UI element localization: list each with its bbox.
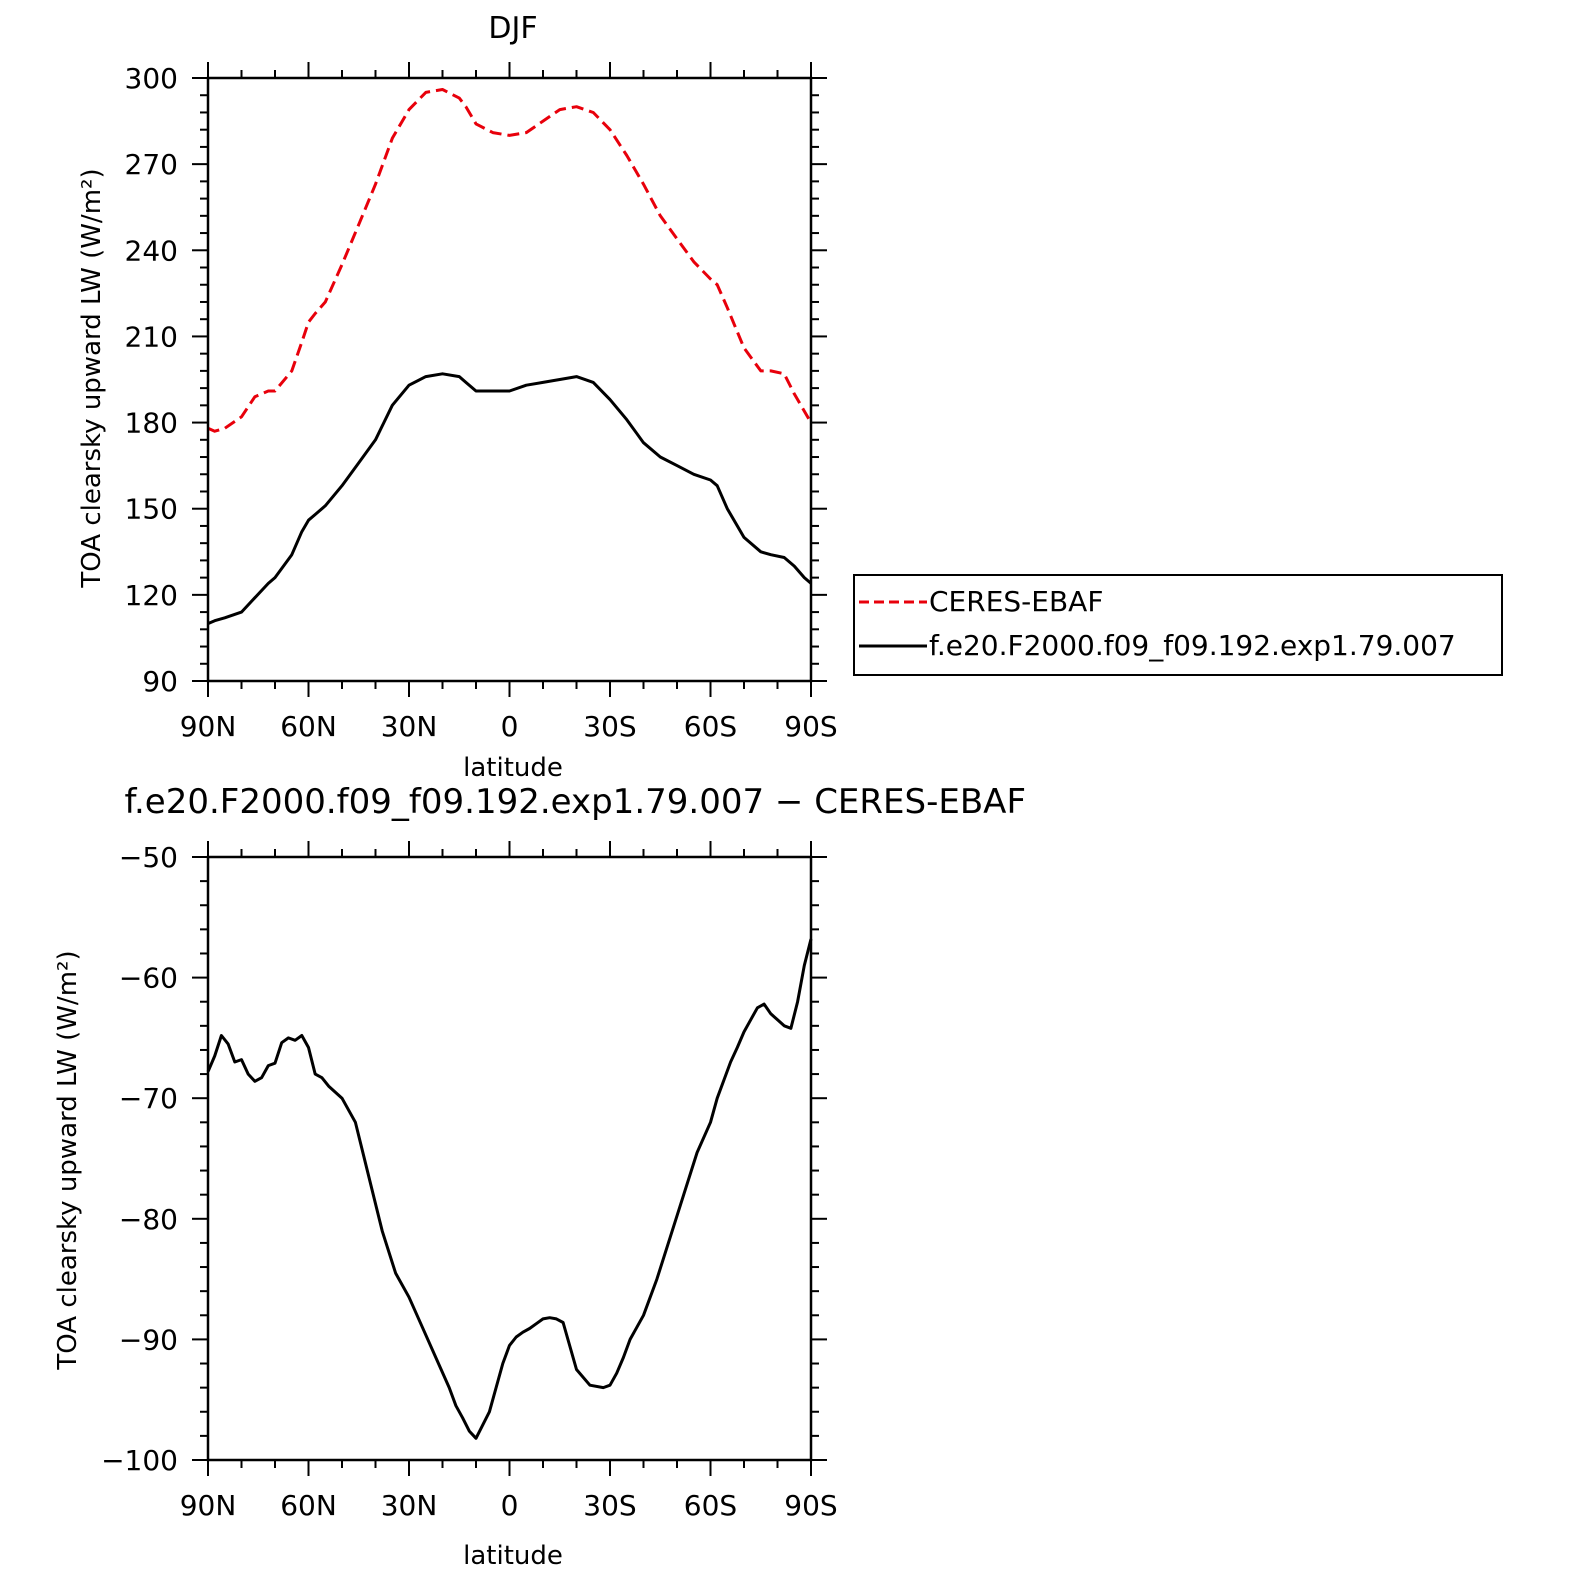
top-y-tick-label: 150 <box>125 493 178 526</box>
bottom-x-tick-label: 0 <box>501 1489 519 1522</box>
bottom-x-tick-label: 30N <box>381 1489 438 1522</box>
bottom-y-tick-label: −50 <box>119 841 178 874</box>
top-series-line-1 <box>207 372 812 625</box>
bottom-x-tick-label: 60S <box>684 1489 737 1522</box>
bottom-y-tick-label: −70 <box>119 1082 178 1115</box>
bottom-series-line-0 <box>206 938 813 1440</box>
bottom-plot-frame <box>206 855 813 1462</box>
top-x-tick-label: 30S <box>583 710 636 743</box>
bottom-x-tick-label: 60N <box>280 1489 337 1522</box>
top-y-tick-label: 270 <box>125 148 178 181</box>
top-y-tick-label: 90 <box>142 665 178 698</box>
top-x-tick-label: 60S <box>684 710 737 743</box>
legend-swatch-solid-black <box>859 644 927 648</box>
top-plot-frame <box>206 76 813 683</box>
bottom-y-tick-label: −80 <box>119 1203 178 1236</box>
top-x-tick-label: 30N <box>381 710 438 743</box>
top-y-tick-label: 210 <box>125 320 178 353</box>
legend-label-model: f.e20.F2000.f09_f09.192.exp1.79.007 <box>929 629 1456 662</box>
bottom-x-tick-label: 90N <box>180 1489 237 1522</box>
legend-item-ceres: CERES-EBAF <box>859 582 1499 622</box>
legend-item-model: f.e20.F2000.f09_f09.192.exp1.79.007 <box>859 626 1499 666</box>
legend: CERES-EBAF f.e20.F2000.f09_f09.192.exp1.… <box>853 574 1503 676</box>
top-y-tick-label: 300 <box>125 62 178 95</box>
top-x-tick-label: 60N <box>280 710 337 743</box>
legend-swatch-dashed-red <box>859 600 927 604</box>
top-series-line-0 <box>207 88 813 433</box>
bottom-panel-title: f.e20.F2000.f09_f09.192.exp1.79.007 − CE… <box>125 782 1027 822</box>
top-x-tick-label: 90S <box>784 710 837 743</box>
top-y-axis-label: TOA clearsky upward LW (W/m²) <box>77 168 107 588</box>
top-y-tick-label: 120 <box>125 579 178 612</box>
top-y-tick-label: 240 <box>125 234 178 267</box>
top-y-axis-label-text: TOA clearsky upward LW (W/m²) <box>77 168 107 588</box>
top-y-tick-label: 180 <box>125 407 178 440</box>
legend-label-ceres: CERES-EBAF <box>929 585 1104 618</box>
bottom-y-tick-label: −90 <box>119 1323 178 1356</box>
top-x-tick-label: 90N <box>180 710 237 743</box>
top-panel-title: DJF <box>488 11 537 46</box>
top-x-tick-label: 0 <box>501 710 519 743</box>
top-panel: DJF TOA clearsky upward LW (W/m²) latitu… <box>77 11 838 783</box>
bottom-x-tick-label: 90S <box>784 1489 837 1522</box>
bottom-y-tick-label: −100 <box>101 1444 178 1477</box>
bottom-x-tick-label: 30S <box>583 1489 636 1522</box>
bottom-y-tick-label: −60 <box>119 962 178 995</box>
bottom-x-axis-label: latitude <box>463 1541 563 1571</box>
bottom-y-axis-label: TOA clearsky upward LW (W/m²) <box>53 950 83 1370</box>
top-x-axis-label: latitude <box>463 753 563 783</box>
bottom-y-axis-label-text: TOA clearsky upward LW (W/m²) <box>53 950 83 1370</box>
bottom-panel: f.e20.F2000.f09_f09.192.exp1.79.007 − CE… <box>53 782 1026 1571</box>
